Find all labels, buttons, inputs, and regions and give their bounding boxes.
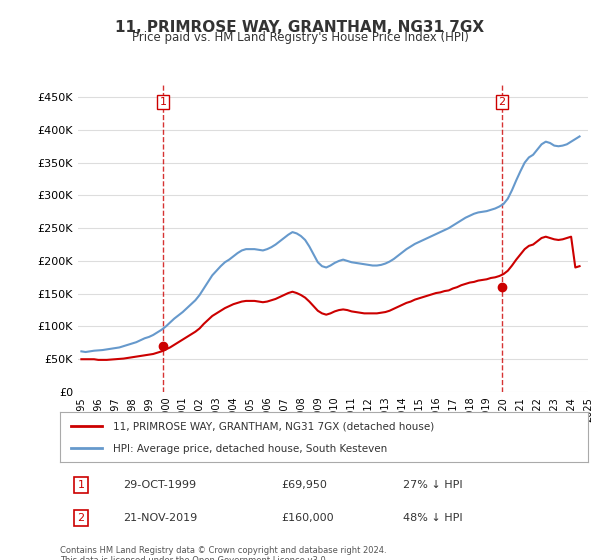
- Text: 11, PRIMROSE WAY, GRANTHAM, NG31 7GX (detached house): 11, PRIMROSE WAY, GRANTHAM, NG31 7GX (de…: [113, 422, 434, 432]
- Text: HPI: Average price, detached house, South Kesteven: HPI: Average price, detached house, Sout…: [113, 444, 387, 454]
- Text: Price paid vs. HM Land Registry's House Price Index (HPI): Price paid vs. HM Land Registry's House …: [131, 31, 469, 44]
- Text: 29-OCT-1999: 29-OCT-1999: [124, 480, 196, 490]
- Text: 2: 2: [499, 97, 505, 107]
- Text: £69,950: £69,950: [282, 480, 328, 490]
- Text: 11, PRIMROSE WAY, GRANTHAM, NG31 7GX: 11, PRIMROSE WAY, GRANTHAM, NG31 7GX: [115, 20, 485, 35]
- Text: 27% ↓ HPI: 27% ↓ HPI: [403, 480, 463, 490]
- Text: 2: 2: [77, 513, 85, 523]
- Text: 1: 1: [160, 97, 166, 107]
- Text: 21-NOV-2019: 21-NOV-2019: [124, 513, 197, 523]
- Text: Contains HM Land Registry data © Crown copyright and database right 2024.
This d: Contains HM Land Registry data © Crown c…: [60, 546, 386, 560]
- Text: 48% ↓ HPI: 48% ↓ HPI: [403, 513, 463, 523]
- Text: £160,000: £160,000: [282, 513, 334, 523]
- Text: 1: 1: [77, 480, 85, 490]
